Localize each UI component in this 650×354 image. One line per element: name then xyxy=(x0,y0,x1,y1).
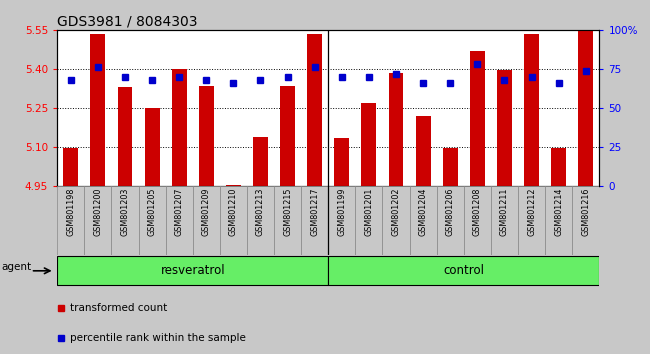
Bar xyxy=(144,108,159,186)
Bar xyxy=(280,86,295,186)
Bar xyxy=(361,103,376,186)
Text: GSM801215: GSM801215 xyxy=(283,187,292,236)
Text: GSM801209: GSM801209 xyxy=(202,187,211,236)
Text: GSM801213: GSM801213 xyxy=(256,187,265,236)
Bar xyxy=(470,51,485,186)
Bar xyxy=(443,148,458,186)
Bar xyxy=(518,186,545,255)
Bar xyxy=(57,256,328,285)
Bar xyxy=(90,34,105,186)
Bar xyxy=(464,186,491,255)
Text: transformed count: transformed count xyxy=(70,303,167,313)
Bar xyxy=(382,186,410,255)
Bar xyxy=(84,186,111,255)
Bar xyxy=(497,70,512,186)
Text: control: control xyxy=(443,264,484,277)
Bar xyxy=(247,186,274,255)
Text: GSM801207: GSM801207 xyxy=(175,187,184,236)
Bar xyxy=(253,137,268,186)
Text: GSM801201: GSM801201 xyxy=(365,187,373,236)
Text: GSM801200: GSM801200 xyxy=(94,187,102,236)
Text: GSM801203: GSM801203 xyxy=(120,187,129,236)
Text: GSM801210: GSM801210 xyxy=(229,187,238,236)
Text: GSM801216: GSM801216 xyxy=(581,187,590,236)
Bar xyxy=(389,73,404,186)
Bar xyxy=(491,186,518,255)
Bar xyxy=(328,186,356,255)
Bar xyxy=(166,186,192,255)
Text: percentile rank within the sample: percentile rank within the sample xyxy=(70,333,246,343)
Text: GSM801214: GSM801214 xyxy=(554,187,563,236)
Bar xyxy=(111,186,138,255)
Bar xyxy=(138,186,166,255)
Text: GSM801212: GSM801212 xyxy=(527,187,536,236)
Text: GSM801208: GSM801208 xyxy=(473,187,482,236)
Bar xyxy=(220,186,247,255)
Bar xyxy=(356,186,382,255)
Bar xyxy=(57,186,84,255)
Bar xyxy=(334,138,349,186)
Bar xyxy=(410,186,437,255)
Bar xyxy=(118,87,133,186)
Bar xyxy=(524,34,539,186)
Text: resveratrol: resveratrol xyxy=(161,264,225,277)
Text: GSM801211: GSM801211 xyxy=(500,187,509,236)
Bar xyxy=(274,186,301,255)
Text: GSM801217: GSM801217 xyxy=(310,187,319,236)
Bar xyxy=(415,116,430,186)
Bar xyxy=(307,34,322,186)
Bar xyxy=(63,148,78,186)
Text: GSM801204: GSM801204 xyxy=(419,187,428,236)
Text: GDS3981 / 8084303: GDS3981 / 8084303 xyxy=(57,15,198,29)
Text: agent: agent xyxy=(1,262,31,272)
Bar xyxy=(172,69,187,186)
Bar xyxy=(301,186,328,255)
Bar xyxy=(551,148,566,186)
Bar xyxy=(437,186,464,255)
Bar xyxy=(226,184,241,186)
Text: GSM801198: GSM801198 xyxy=(66,187,75,236)
Text: GSM801206: GSM801206 xyxy=(446,187,455,236)
Bar xyxy=(572,186,599,255)
Bar xyxy=(199,86,214,186)
Text: GSM801202: GSM801202 xyxy=(391,187,400,236)
Bar xyxy=(192,186,220,255)
Bar xyxy=(578,32,593,186)
Bar xyxy=(328,256,599,285)
Text: GSM801199: GSM801199 xyxy=(337,187,346,236)
Bar xyxy=(545,186,572,255)
Text: GSM801205: GSM801205 xyxy=(148,187,157,236)
